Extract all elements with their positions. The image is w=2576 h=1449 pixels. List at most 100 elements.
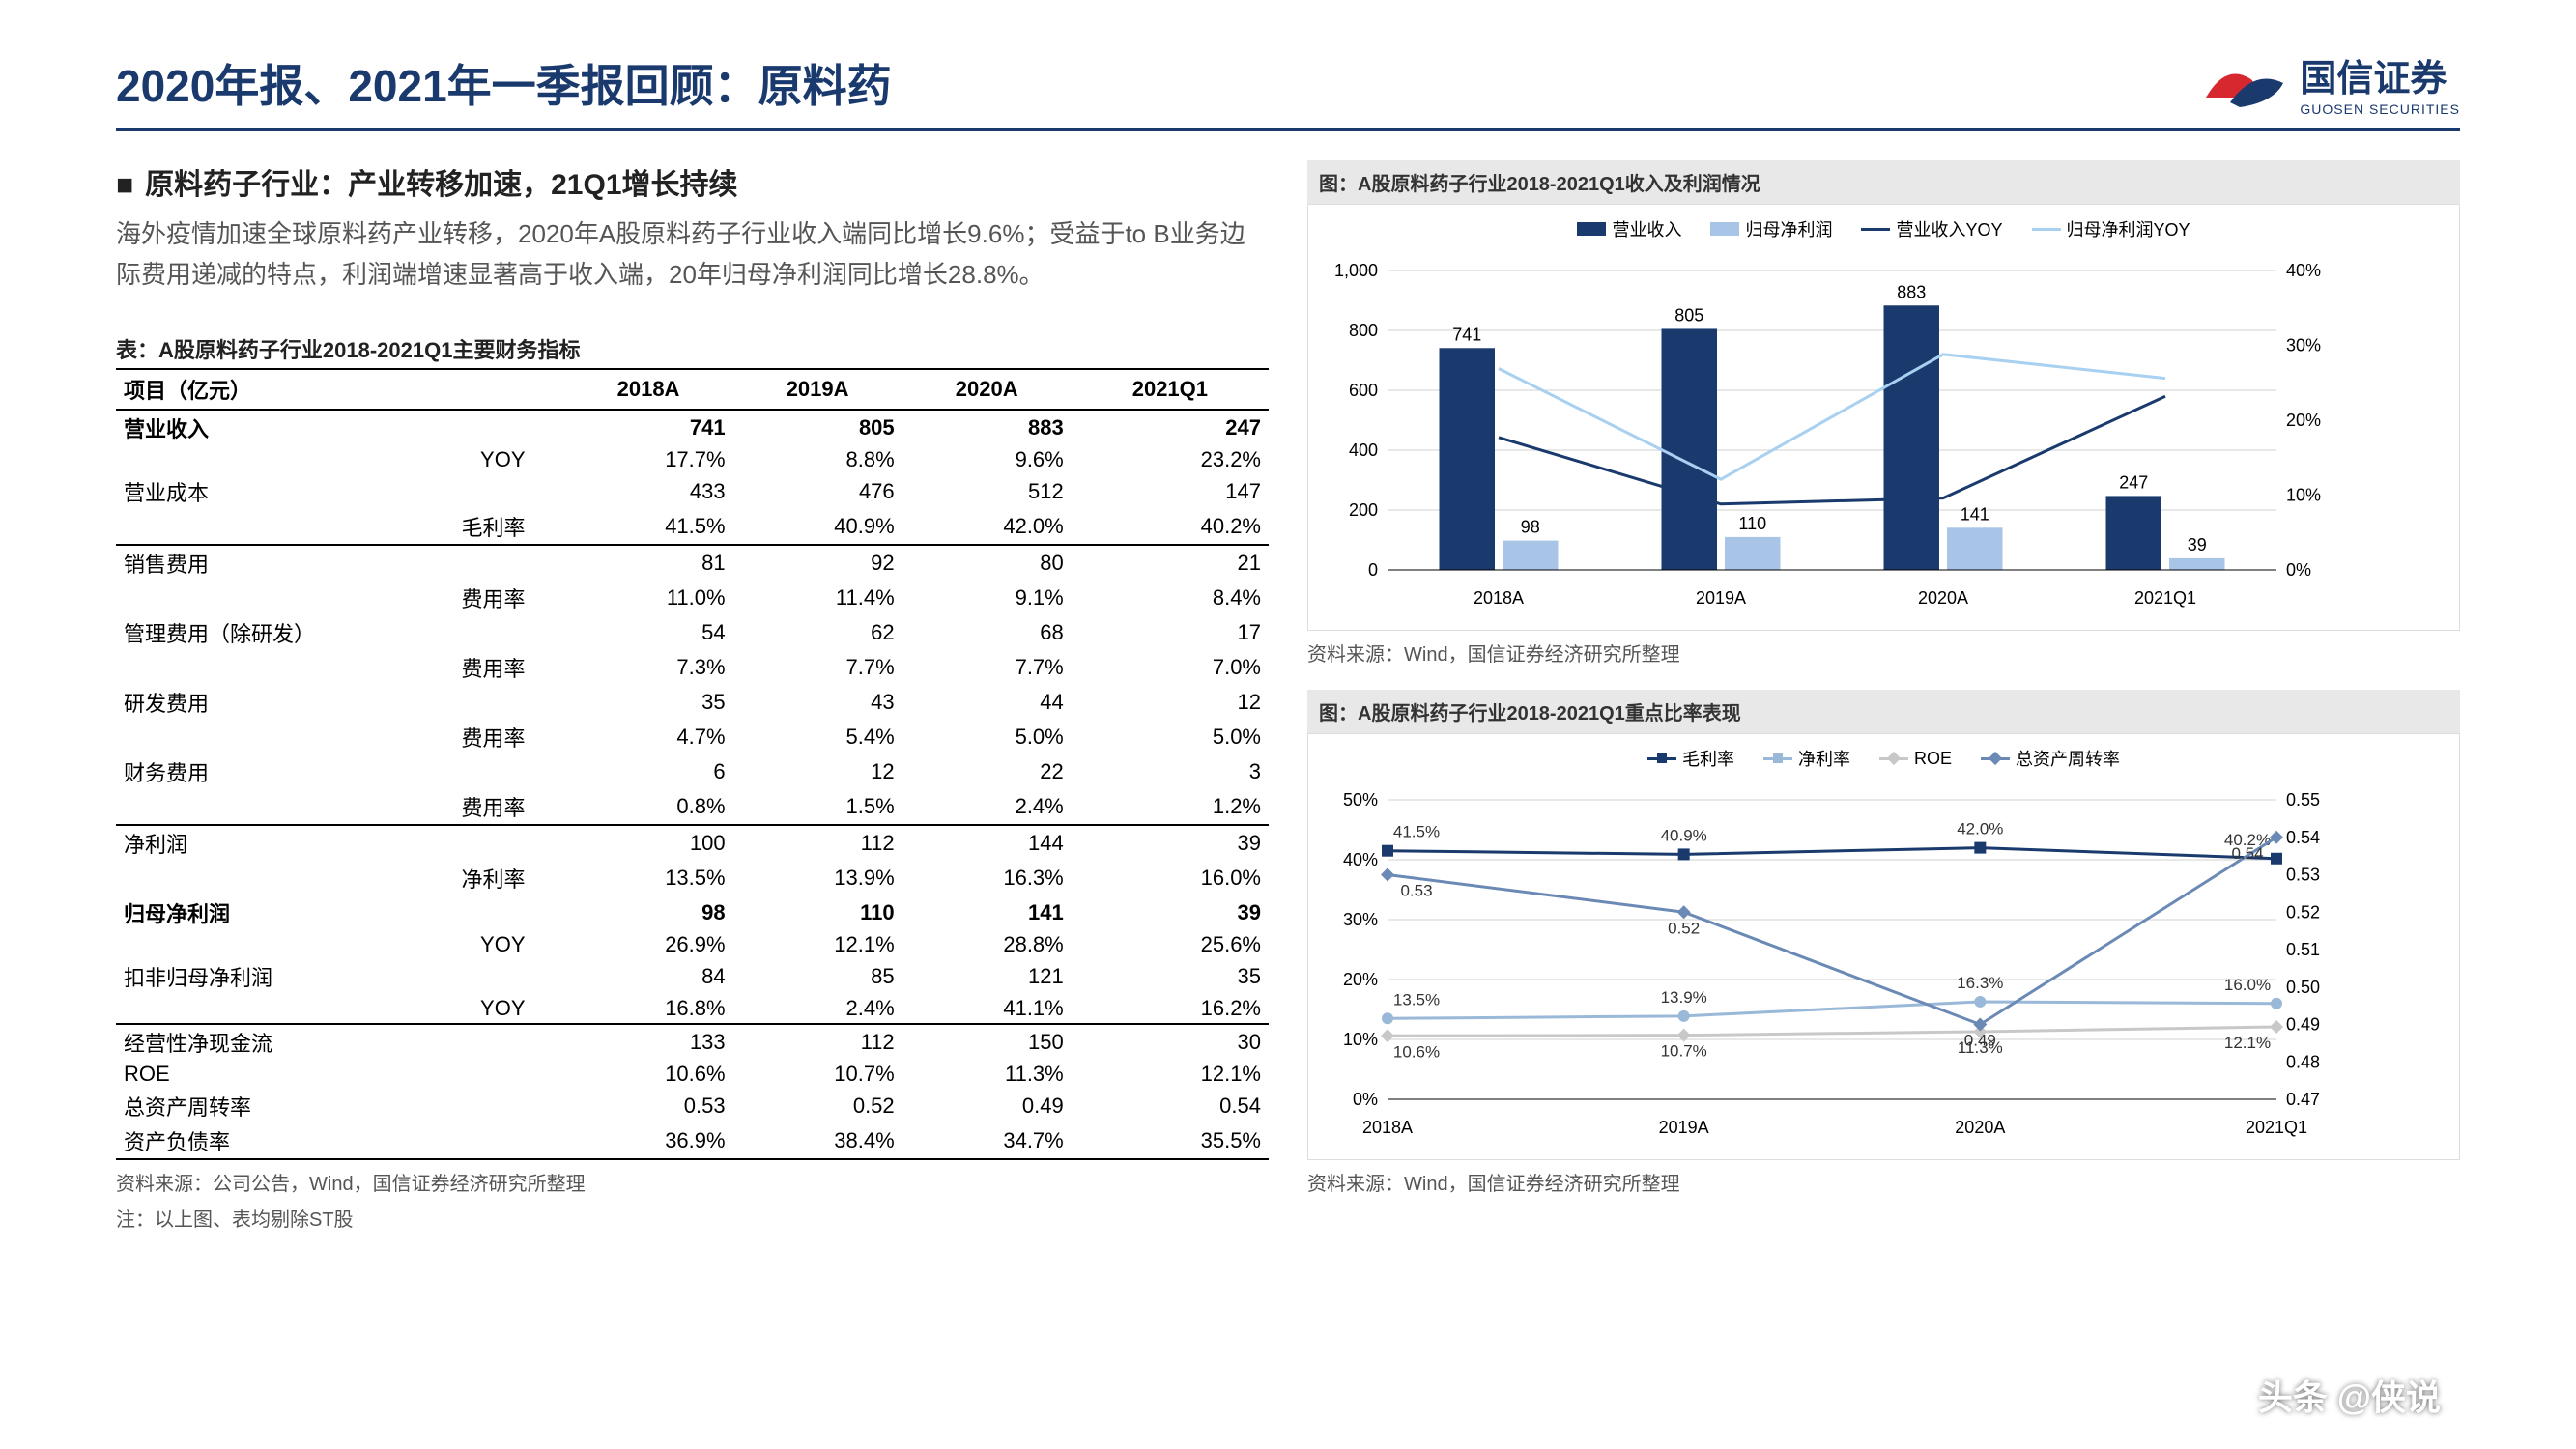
- svg-text:0.54: 0.54: [2286, 828, 2320, 847]
- table-row: 毛利率41.5%40.9%42.0%40.2%: [116, 509, 1269, 545]
- svg-text:883: 883: [1897, 282, 1926, 301]
- description: 海外疫情加速全球原料药产业转移，2020年A股原料药子行业收入端同比增长9.6%…: [116, 214, 1269, 295]
- svg-text:0.48: 0.48: [2286, 1052, 2320, 1071]
- legend-item: 归母净利润YOY: [2032, 216, 2190, 242]
- svg-text:741: 741: [1452, 325, 1481, 344]
- table-row: 净利率13.5%13.9%16.3%16.0%: [116, 861, 1269, 895]
- svg-text:0: 0: [1368, 560, 1378, 580]
- svg-text:16.0%: 16.0%: [2224, 976, 2271, 994]
- svg-text:40%: 40%: [1343, 850, 1378, 869]
- chart1-legend: 营业收入归母净利润营业收入YOY归母净利润YOY: [1320, 216, 2447, 242]
- table-header: 2021Q1: [1072, 370, 1269, 410]
- svg-text:16.3%: 16.3%: [1957, 974, 2003, 992]
- svg-text:600: 600: [1349, 381, 1378, 400]
- legend-item: 归母净利润: [1710, 216, 1832, 242]
- logo-subtext: GUOSEN SECURITIES: [2300, 101, 2460, 117]
- svg-text:0%: 0%: [2286, 560, 2311, 580]
- svg-text:2020A: 2020A: [1918, 588, 1968, 608]
- table-title: 表：A股原料药子行业2018-2021Q1主要财务指标: [116, 333, 1269, 370]
- page-title: 2020年报、2021年一季报回顾：原料药: [116, 51, 892, 115]
- table-row: ROE10.6%10.7%11.3%12.1%: [116, 1060, 1269, 1089]
- svg-text:0.49: 0.49: [2286, 1015, 2320, 1035]
- chart1-title: 图：A股原料药子行业2018-2021Q1收入及利润情况: [1307, 160, 2460, 204]
- legend-item: 营业收入: [1577, 216, 1681, 242]
- svg-text:20%: 20%: [2286, 411, 2321, 430]
- svg-text:40%: 40%: [2286, 261, 2321, 280]
- svg-text:400: 400: [1349, 440, 1378, 460]
- legend-item: 毛利率: [1647, 746, 1734, 771]
- table-row: YOY17.7%8.8%9.6%23.2%: [116, 445, 1269, 474]
- svg-text:10%: 10%: [2286, 486, 2321, 505]
- chart2-svg: 0% 10% 20% 30% 40% 50% 0.47 0.48 0.49 0.50 0.51 0.5…: [1320, 781, 2344, 1148]
- subtitle: 原料药子行业：产业转移加速，21Q1增长持续: [116, 160, 1269, 203]
- svg-text:0.52: 0.52: [2286, 902, 2320, 922]
- svg-text:141: 141: [1961, 504, 1989, 524]
- svg-text:2021Q1: 2021Q1: [2134, 588, 2196, 608]
- watermark: 头条 @侠说: [2258, 1370, 2441, 1420]
- table-row: 营业收入741805883247: [116, 410, 1269, 445]
- header: 2020年报、2021年一季报回顾：原料药 国信证券 GUOSEN SECURI…: [116, 48, 2460, 131]
- svg-text:800: 800: [1349, 321, 1378, 340]
- table-row: 费用率7.3%7.7%7.7%7.0%: [116, 650, 1269, 685]
- table-row: 费用率0.8%1.5%2.4%1.2%: [116, 789, 1269, 825]
- svg-text:1,000: 1,000: [1334, 261, 1378, 280]
- logo-text: 国信证券: [2300, 48, 2460, 101]
- svg-text:0.53: 0.53: [1400, 882, 1432, 900]
- svg-text:0%: 0%: [1353, 1090, 1378, 1109]
- svg-text:0.53: 0.53: [2286, 866, 2320, 885]
- table-header: 项目（亿元）: [116, 370, 564, 410]
- svg-text:0.50: 0.50: [2286, 978, 2320, 997]
- svg-text:110: 110: [1738, 514, 1766, 533]
- table-row: 财务费用612223: [116, 754, 1269, 789]
- svg-text:0.54: 0.54: [2231, 844, 2263, 863]
- svg-text:50%: 50%: [1343, 790, 1378, 810]
- legend-item: ROE: [1879, 746, 1952, 771]
- table-row: 管理费用（除研发）54626817: [116, 615, 1269, 650]
- table-row: 经营性净现金流13311215030: [116, 1024, 1269, 1060]
- svg-text:30%: 30%: [2286, 336, 2321, 355]
- svg-text:12.1%: 12.1%: [2224, 1034, 2271, 1052]
- svg-text:0.51: 0.51: [2286, 940, 2320, 959]
- svg-text:20%: 20%: [1343, 970, 1378, 989]
- table-note: 注：以上图、表均剔除ST股: [116, 1204, 1269, 1232]
- table-row: YOY26.9%12.1%28.8%25.6%: [116, 930, 1269, 959]
- chart1-svg: 0 200 400 600 800 1,000 0% 10% 20% 30% 40% 741 98 201…: [1320, 251, 2344, 618]
- svg-text:30%: 30%: [1343, 910, 1378, 929]
- svg-text:10%: 10%: [1343, 1030, 1378, 1049]
- svg-text:2019A: 2019A: [1696, 588, 1746, 608]
- legend-item: 净利率: [1763, 746, 1850, 771]
- svg-text:2021Q1: 2021Q1: [2246, 1118, 2307, 1137]
- svg-text:10.7%: 10.7%: [1661, 1042, 1707, 1061]
- table-row: 费用率11.0%11.4%9.1%8.4%: [116, 581, 1269, 615]
- svg-text:40.9%: 40.9%: [1661, 826, 1707, 844]
- svg-text:0.52: 0.52: [1668, 919, 1700, 937]
- table-row: 扣非归母净利润848512135: [116, 959, 1269, 994]
- financial-table: 项目（亿元）2018A2019A2020A2021Q1 营业收入74180588…: [116, 370, 1269, 1160]
- svg-text:41.5%: 41.5%: [1393, 823, 1440, 841]
- table-header: 2018A: [564, 370, 733, 410]
- logo-icon: [2201, 49, 2288, 117]
- chart1-source: 资料来源：Wind，国信证券经济研究所整理: [1307, 639, 2460, 667]
- svg-text:2020A: 2020A: [1955, 1118, 2005, 1137]
- svg-text:10.6%: 10.6%: [1393, 1042, 1440, 1061]
- svg-text:805: 805: [1674, 305, 1703, 325]
- svg-text:200: 200: [1349, 500, 1378, 520]
- svg-text:0.47: 0.47: [2286, 1090, 2320, 1109]
- table-source: 资料来源：公司公告，Wind，国信证券经济研究所整理: [116, 1168, 1269, 1196]
- table-row: 费用率4.7%5.4%5.0%5.0%: [116, 720, 1269, 754]
- svg-text:0.55: 0.55: [2286, 790, 2320, 810]
- table-header: 2019A: [733, 370, 902, 410]
- svg-text:2018A: 2018A: [1474, 588, 1524, 608]
- svg-text:42.0%: 42.0%: [1957, 820, 2003, 838]
- table-row: YOY16.8%2.4%41.1%16.2%: [116, 994, 1269, 1024]
- chart2-source: 资料来源：Wind，国信证券经济研究所整理: [1307, 1168, 2460, 1196]
- svg-text:13.5%: 13.5%: [1393, 990, 1440, 1009]
- svg-text:39: 39: [2188, 535, 2207, 554]
- svg-text:2019A: 2019A: [1659, 1118, 1709, 1137]
- table-row: 总资产周转率0.530.520.490.54: [116, 1089, 1269, 1123]
- svg-text:2018A: 2018A: [1362, 1118, 1413, 1137]
- table-row: 归母净利润9811014139: [116, 895, 1269, 930]
- table-row: 资产负债率36.9%38.4%34.7%35.5%: [116, 1123, 1269, 1159]
- table-row: 净利润10011214439: [116, 825, 1269, 861]
- svg-text:98: 98: [1521, 518, 1540, 537]
